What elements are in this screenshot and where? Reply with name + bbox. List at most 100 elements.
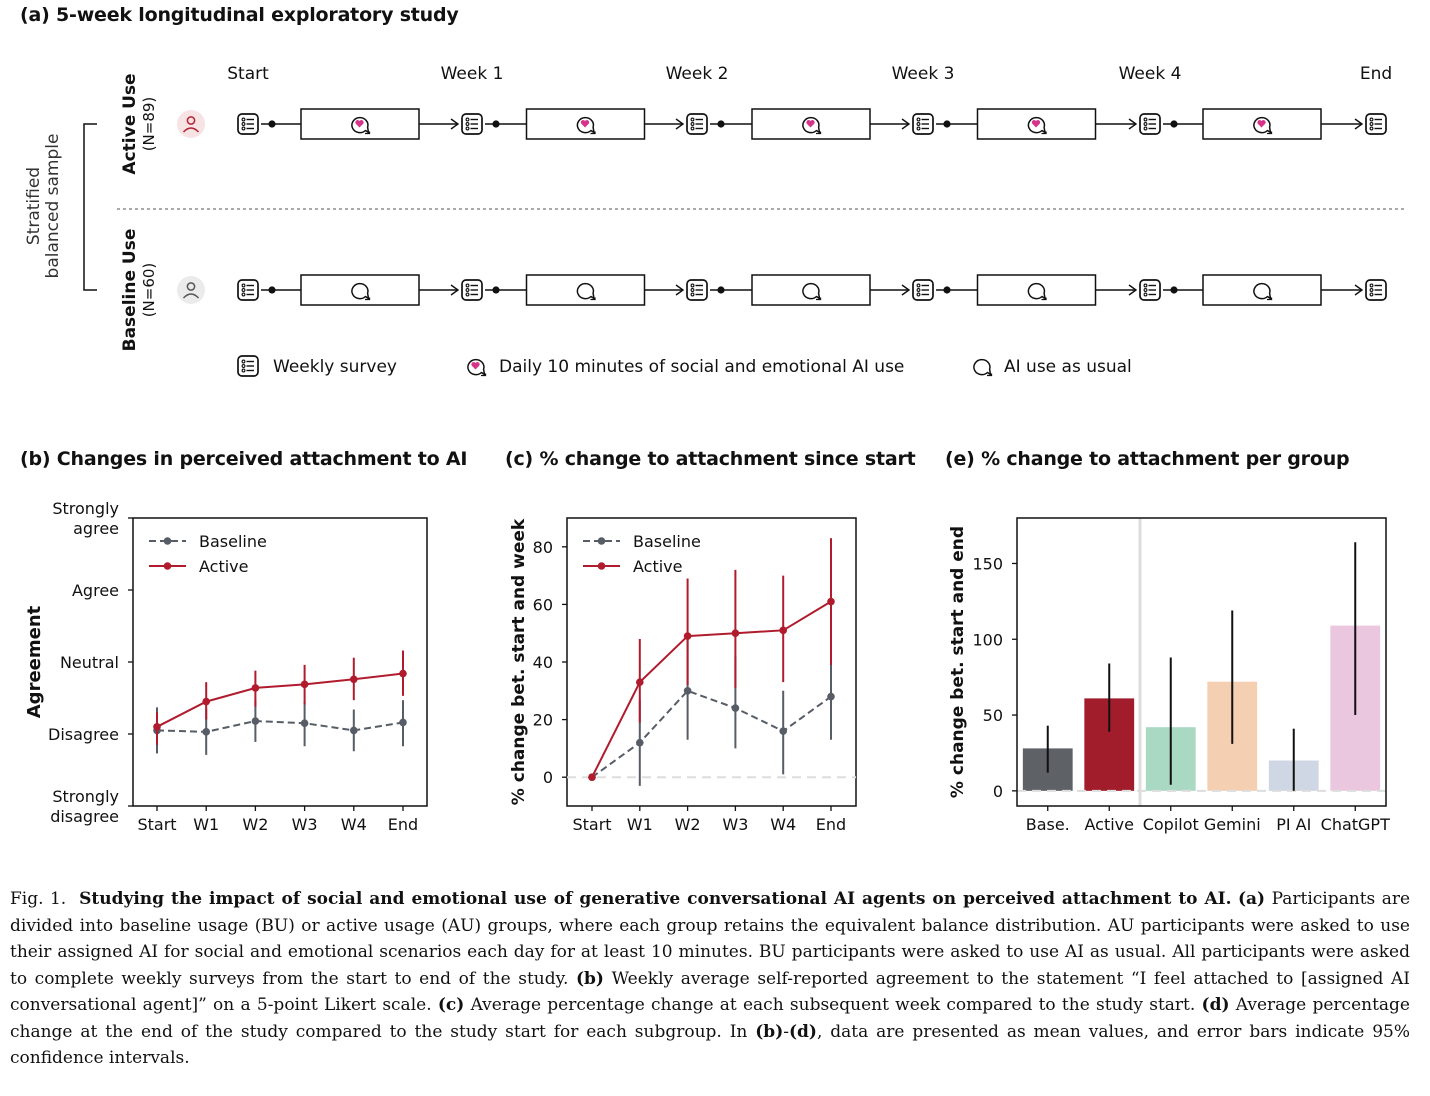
survey-bullet [1143,288,1148,292]
baseline-timeline [237,274,1387,306]
survey-bullet [916,117,921,122]
data-point [399,718,407,727]
x-tick-label: W1 [627,815,653,834]
data-point [827,692,835,701]
legend-daily-label: Daily 10 minutes of social and emotional… [499,357,904,377]
y-tick-label: Strongly [52,787,119,806]
baseline-person-icon [177,276,205,304]
panel-b-title: (b) Changes in perceived attachment to A… [20,448,468,470]
survey-bullet [241,359,246,364]
stratified-label-line1: Stratified [24,167,44,245]
survey-bullet [1143,126,1148,131]
data-point [588,773,596,781]
timepoint-week4: Week 4 [1119,64,1182,84]
y-tick-label: Neutral [60,653,119,672]
caption-bd-dash: - [783,1021,789,1042]
survey-bullet [241,364,246,368]
survey-icon [912,113,934,135]
timeline-dot [1170,286,1178,294]
survey-bullet [241,292,246,297]
caption-a-text: Participants are divided into baseline u… [10,889,1411,989]
attachment-line-chart: StronglyagreeAgreeNeutralDisagreeStrongl… [24,499,428,834]
timepoint-week2: Week 2 [666,64,729,84]
data-point [300,680,309,689]
plot-frame [132,517,428,807]
y-tick-label: 0 [543,768,553,787]
timeline-dot [492,286,500,294]
data-point [251,684,260,692]
x-tick-label: Base. [1026,815,1070,834]
x-tick-label: End [816,815,846,834]
y-tick-label: 60 [533,595,553,614]
survey-bullet [241,288,246,292]
week-box [300,108,420,140]
active-group-n: (N=89) [140,97,158,152]
survey-bullet [465,117,470,122]
caption-d-text: Average percentage change at the end of … [10,995,1410,1042]
heart-chat-icon [1253,116,1273,135]
heart-icon [471,362,480,370]
chat-icon [1253,282,1273,301]
caption-title: Studying the impact of social and emotio… [79,889,1232,909]
y-tick-label: Agree [72,581,119,600]
survey-bullet [241,283,246,288]
x-tick-label: W2 [675,815,701,834]
survey-bullet [1369,122,1374,126]
chat-bubble [1027,282,1046,300]
baseline-group-n: (N=60) [140,263,158,318]
y-axis-label: % change bet. start and week [509,518,529,805]
chat-tail [816,297,822,301]
data-point [251,717,260,725]
heart-chat-icon [802,116,822,135]
survey-bullet [916,126,921,131]
x-tick-label: W1 [193,815,219,834]
y-tick-label: 40 [533,653,553,672]
heart-icon [580,120,590,128]
survey-bullet [690,292,695,297]
x-tick-label: Copilot [1143,815,1199,834]
survey-bullet [916,292,921,297]
y-tick-label: 80 [533,538,553,557]
x-tick-label: W2 [242,815,268,834]
timepoint-week3: Week 3 [892,64,955,84]
active-timeline [237,108,1387,140]
y-tick-label: 0 [993,782,1003,801]
x-tick-label: End [388,815,418,834]
timeline-dot [717,120,725,128]
arrow-head [450,118,460,130]
y-axis-label: Agreement [24,605,45,718]
chat-tail [481,373,487,377]
data-point [683,687,692,695]
survey-bullet [241,368,246,373]
timeline-dot [1170,120,1178,128]
survey-bullet [690,288,695,292]
arrow-head [901,118,911,130]
active-person-icon [177,110,205,138]
study-design-diagram: Start Week 1 Week 2 Week 3 Week 4 End Active U… [24,64,1405,377]
active-series [588,538,835,781]
person-body [182,293,200,299]
chat-tail [1267,131,1273,135]
survey-bullet [1143,122,1148,126]
x-tick-label: Start [572,815,611,834]
legend-usual-label: AI use as usual [1004,357,1132,377]
panel-e-title: (e) % change to attachment per group [945,448,1350,470]
survey-bullet [916,283,921,288]
x-tick-label: Start [137,815,176,834]
arrow-head [450,284,460,296]
survey-bullet [1143,117,1148,122]
person-head [186,116,196,125]
survey-bullet [465,292,470,297]
chat-tail [1041,131,1047,135]
x-tick-label: PI AI [1276,815,1311,834]
heart-chat-icon [576,116,596,135]
survey-icon [686,279,708,301]
timeline-dot [492,120,500,128]
caption-bd-label-1: (b) [755,1021,784,1042]
survey-bullet [465,283,470,288]
chat-tail [1041,297,1047,301]
y-tick-label: Strongly [52,499,119,518]
survey-bullet [465,288,470,292]
data-point [683,632,692,640]
timeline-dot [943,286,951,294]
